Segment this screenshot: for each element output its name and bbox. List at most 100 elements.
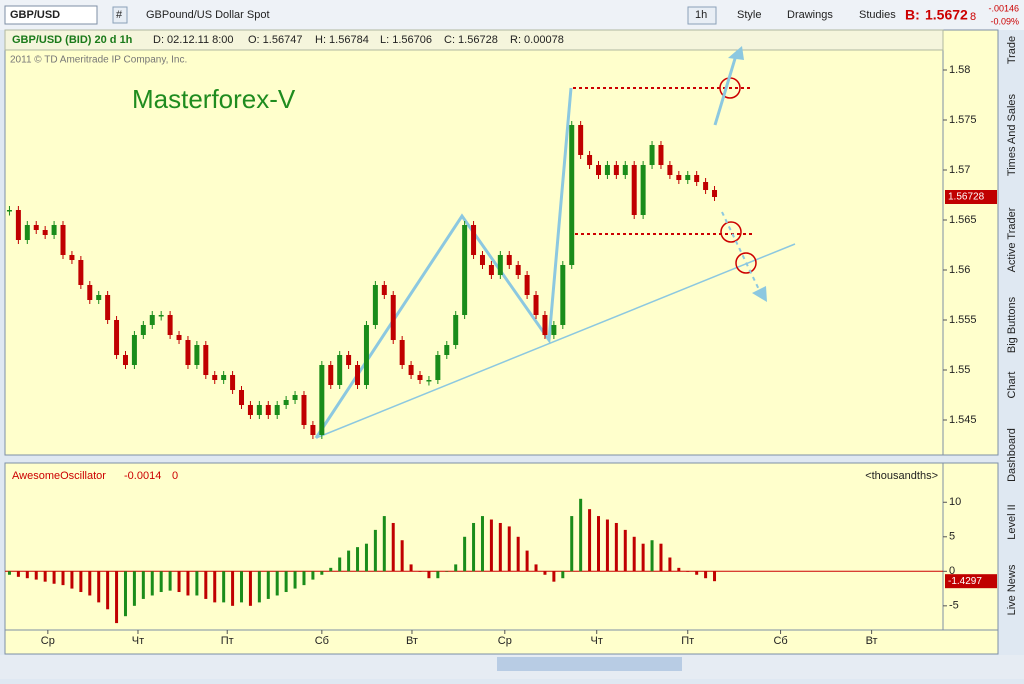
candle <box>158 315 164 317</box>
side-tab[interactable]: Active Trader <box>1006 207 1018 272</box>
trend-line <box>315 243 796 439</box>
circle <box>720 221 742 243</box>
period-button[interactable] <box>687 6 717 25</box>
candle <box>114 320 120 355</box>
bid: 1.5672 <box>925 7 968 23</box>
candle <box>417 375 423 380</box>
x-tick-label: Сб <box>315 635 329 647</box>
side-tab[interactable]: Trade <box>1006 36 1018 64</box>
bar <box>418 571 422 572</box>
bar <box>141 571 145 599</box>
header-low: L: 1.56706 <box>380 34 432 46</box>
x-tick-label: Сб <box>773 635 787 647</box>
candle <box>292 395 298 400</box>
bar <box>204 571 208 599</box>
y-tick-label: 1.575 <box>949 114 977 126</box>
style[interactable]: Style <box>737 9 761 21</box>
x-tick-label: Вт <box>406 635 418 647</box>
side-tab[interactable]: Times And Sales <box>1006 93 1018 176</box>
candle <box>24 225 30 240</box>
bar <box>436 571 440 579</box>
drawings[interactable]: Drawings <box>787 9 833 21</box>
candle <box>613 165 619 175</box>
bar <box>579 498 583 572</box>
candle <box>560 265 566 325</box>
bar <box>507 526 511 572</box>
candle <box>542 315 548 335</box>
symbol-box[interactable] <box>4 5 98 25</box>
candle <box>372 285 378 325</box>
side-tab[interactable]: Big Buttons <box>1006 296 1018 353</box>
zigzag <box>314 87 573 439</box>
hash[interactable]: # <box>116 9 123 21</box>
bar <box>454 564 458 572</box>
y-tick-label: 1.58 <box>949 64 970 76</box>
x-tick-label: Чт <box>591 635 603 647</box>
side-tab[interactable]: Chart <box>1006 372 1018 399</box>
bar <box>632 536 636 572</box>
candle <box>274 405 280 415</box>
bid-tail: 8 <box>970 11 976 23</box>
candle <box>578 125 584 155</box>
candle <box>167 315 173 335</box>
bar <box>275 571 279 596</box>
candle <box>355 365 361 385</box>
candle <box>497 255 503 275</box>
candle <box>435 355 441 380</box>
bid-prefix: B: <box>905 7 920 23</box>
bar <box>516 536 520 572</box>
candle <box>203 345 209 375</box>
symbol[interactable]: GBP/USD <box>10 9 60 21</box>
bar <box>623 529 627 572</box>
candle <box>105 295 111 320</box>
hash-button[interactable] <box>112 6 128 24</box>
side-bar <box>1000 30 1024 655</box>
y-tick-label: 10 <box>949 496 961 508</box>
candle <box>453 315 459 345</box>
bar <box>70 571 74 589</box>
bar <box>588 509 592 572</box>
bar <box>659 543 663 572</box>
bar <box>650 540 654 572</box>
bar <box>302 571 306 586</box>
bar <box>695 571 699 575</box>
x-tick-label: Чт <box>132 635 144 647</box>
candle <box>667 165 673 175</box>
bar <box>257 571 261 603</box>
bar <box>543 571 547 575</box>
side-tab[interactable]: Live News <box>1006 564 1018 615</box>
side-tab[interactable]: Level II <box>1006 504 1018 539</box>
bar <box>106 571 110 610</box>
bar <box>347 550 351 572</box>
candle <box>515 265 521 275</box>
candle <box>479 255 485 265</box>
studies[interactable]: Studies <box>859 9 896 21</box>
bar <box>150 571 154 596</box>
candle <box>631 165 637 215</box>
bar <box>400 540 404 572</box>
side-tab[interactable]: Dashboard <box>1006 428 1018 482</box>
bar <box>25 571 29 579</box>
bar <box>489 519 493 572</box>
bar <box>463 536 467 572</box>
candle <box>381 285 387 295</box>
y-tick-label: 1.56 <box>949 264 970 276</box>
copyright: 2011 © TD Ameritrade IP Company, Inc. <box>10 55 187 66</box>
bar <box>382 516 386 572</box>
candle <box>60 225 66 255</box>
scroll-thumb[interactable] <box>497 657 682 671</box>
bar <box>293 571 297 589</box>
candle <box>247 405 253 415</box>
period[interactable]: 1h <box>695 9 707 21</box>
candle <box>390 295 396 340</box>
candle <box>256 405 262 415</box>
study-value: -0.0014 <box>124 470 161 482</box>
bar <box>168 571 172 591</box>
x-tick-label: Вт <box>866 635 878 647</box>
candle <box>51 225 57 235</box>
candle <box>649 145 655 165</box>
candle <box>462 225 468 315</box>
bar <box>52 571 56 584</box>
bar <box>311 571 315 580</box>
header-open: O: 1.56747 <box>248 34 302 46</box>
